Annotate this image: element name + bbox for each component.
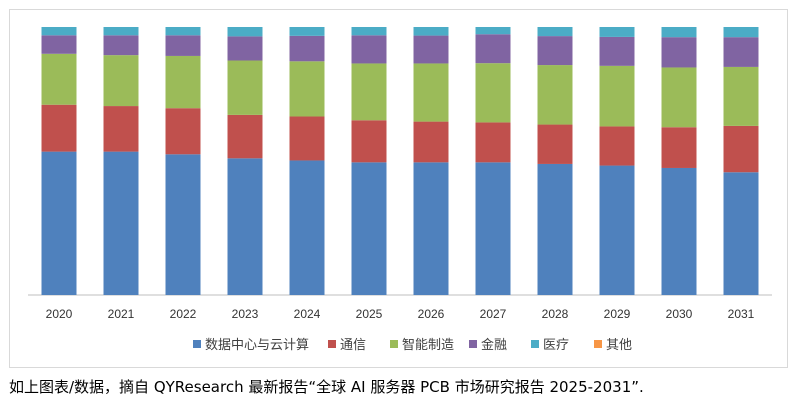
bar-segment-2023-3 <box>227 36 263 61</box>
x-tick-label: 2025 <box>356 307 383 321</box>
bar-segment-2030-2 <box>661 67 697 128</box>
bar-segment-2029-3 <box>599 36 635 66</box>
bar-segment-2020-2 <box>41 53 77 105</box>
x-tick-label: 2029 <box>604 307 631 321</box>
legend-swatch <box>469 340 477 348</box>
bar-segment-2025-4 <box>351 27 387 36</box>
bar-segment-2024-0 <box>289 160 325 295</box>
bar-segment-2022-3 <box>165 35 201 56</box>
bar-segment-2025-1 <box>351 120 387 163</box>
bar-segment-2026-4 <box>413 27 449 36</box>
x-tick-label: 2027 <box>480 307 507 321</box>
stacked-bar-chart: 2020 2021 2022 2023 2024 2025 2026 2027 2028 2029… <box>28 27 772 353</box>
bar-segment-2028-0 <box>537 163 573 295</box>
bar-segment-2030-3 <box>661 37 697 68</box>
x-tick-label: 2026 <box>418 307 445 321</box>
bar-segment-2030-4 <box>661 27 697 38</box>
legend-swatch <box>390 340 398 348</box>
bar-segment-2026-3 <box>413 35 449 64</box>
bar-segment-2021-4 <box>103 27 139 36</box>
legend-label: 金融 <box>481 337 507 353</box>
bar-segment-2024-3 <box>289 35 325 62</box>
bar-segment-2028-4 <box>537 27 573 37</box>
legend-label: 通信 <box>340 338 366 353</box>
legend-label: 智能制造 <box>402 338 454 353</box>
bars-group <box>41 27 759 295</box>
bar-segment-2022-4 <box>165 27 201 36</box>
bar-segment-2028-1 <box>537 124 573 164</box>
bar-segment-2029-2 <box>599 65 635 127</box>
bar-segment-2031-0 <box>723 172 759 295</box>
bar-segment-2021-0 <box>103 151 139 295</box>
bar-segment-2021-1 <box>103 106 139 152</box>
x-tick-label: 2020 <box>46 307 73 321</box>
bar-segment-2025-0 <box>351 162 387 295</box>
bar-segment-2020-3 <box>41 35 77 54</box>
bar-segment-2021-2 <box>103 55 139 107</box>
bar-segment-2026-2 <box>413 63 449 122</box>
bar-segment-2022-1 <box>165 108 201 155</box>
legend-swatch <box>328 340 336 348</box>
bar-segment-2024-1 <box>289 116 325 161</box>
bar-segment-2028-3 <box>537 36 573 66</box>
bar-segment-2020-4 <box>41 27 77 36</box>
bar-segment-2027-2 <box>475 63 511 123</box>
bar-segment-2028-2 <box>537 65 573 125</box>
bar-segment-2027-3 <box>475 34 511 64</box>
bar-segment-2025-3 <box>351 35 387 64</box>
bar-segment-2029-1 <box>599 126 635 166</box>
chart-frame: 2020 2021 2022 2023 2024 2025 2026 2027 2028 2029… <box>9 9 788 368</box>
bar-segment-2029-0 <box>599 165 635 295</box>
bar-segment-2031-4 <box>723 27 759 38</box>
bar-segment-2022-2 <box>165 55 201 109</box>
bar-segment-2026-0 <box>413 162 449 295</box>
source-caption: 如上图表/数据，摘自 QYResearch 最新报告“全球 AI 服务器 PCB… <box>9 378 644 396</box>
legend-label: 数据中心与云计算 <box>205 338 309 353</box>
bar-segment-2030-1 <box>661 127 697 168</box>
bar-segment-2024-4 <box>289 27 325 36</box>
bar-segment-2027-1 <box>475 122 511 163</box>
bar-segment-2027-0 <box>475 162 511 295</box>
x-tick-label: 2021 <box>108 307 135 321</box>
x-tick-label: 2028 <box>542 307 569 321</box>
bar-segment-2023-1 <box>227 114 263 159</box>
bar-segment-2025-2 <box>351 63 387 121</box>
bar-segment-2030-0 <box>661 167 697 295</box>
bar-segment-2024-2 <box>289 61 325 117</box>
bar-segment-2023-0 <box>227 158 263 295</box>
legend-label: 医疗 <box>543 338 569 353</box>
legend-swatch <box>193 340 201 348</box>
bar-segment-2029-4 <box>599 27 635 37</box>
x-tick-labels: 2020 2021 2022 2023 2024 2025 2026 2027 2028 2029… <box>46 307 755 321</box>
bar-segment-2021-3 <box>103 35 139 56</box>
legend-label: 其他 <box>606 338 632 353</box>
bar-segment-2026-1 <box>413 121 449 163</box>
x-tick-label: 2023 <box>232 307 259 321</box>
bar-segment-2023-2 <box>227 60 263 115</box>
legend: 数据中心与云计算 通信 智能制造 金融 医疗 其他 <box>193 337 632 353</box>
bar-segment-2031-2 <box>723 66 759 126</box>
bar-segment-2020-0 <box>41 151 77 295</box>
bar-segment-2022-0 <box>165 154 201 295</box>
bar-segment-2031-1 <box>723 125 759 173</box>
x-tick-label: 2030 <box>666 307 693 321</box>
legend-swatch <box>594 340 602 348</box>
x-tick-label: 2022 <box>170 307 197 321</box>
bar-segment-2027-4 <box>475 27 511 35</box>
x-tick-label: 2024 <box>294 307 321 321</box>
x-tick-label: 2031 <box>728 307 755 321</box>
legend-swatch <box>531 340 539 348</box>
bar-segment-2023-4 <box>227 27 263 37</box>
bar-segment-2031-3 <box>723 37 759 67</box>
bar-segment-2020-1 <box>41 104 77 152</box>
